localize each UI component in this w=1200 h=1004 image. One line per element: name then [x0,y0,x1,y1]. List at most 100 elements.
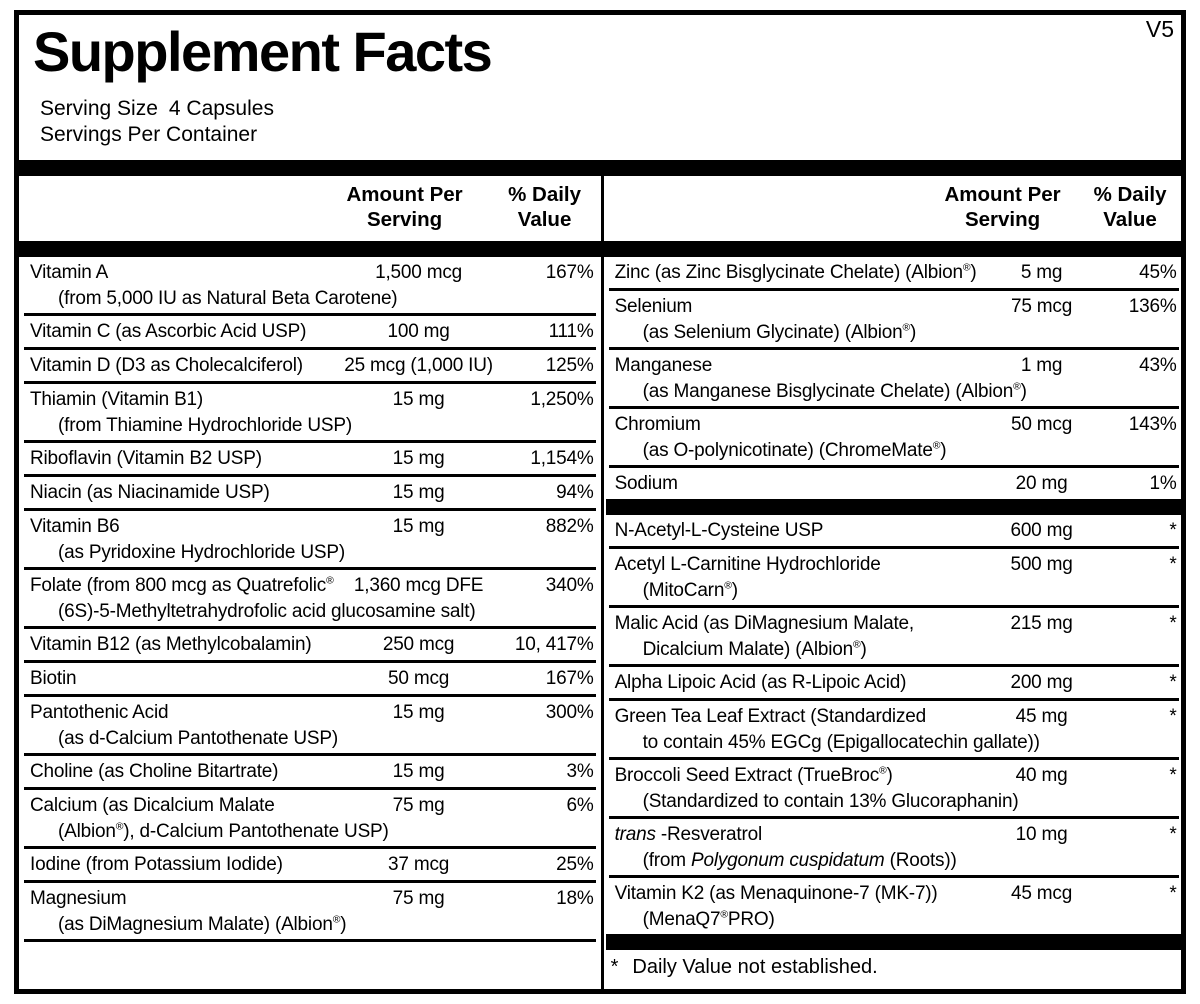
ingredient-amount: 45 mcg [1010,883,1073,905]
dv-header-line1: % Daily [1093,183,1167,207]
ingredient-detail: (as O-polynicotinate) (ChromeMate®) [642,440,947,462]
table-row-vitamin-c: Vitamin C (as Ascorbic Acid USP) 100 mg 11… [24,313,596,347]
ingredient-name: Malic Acid (as DiMagnesium Malate, [614,613,915,635]
ingredient-daily-value: * [1169,824,1177,846]
ingredient-daily-value: 340% [545,575,594,597]
ingredient-amount: 75 mcg [1010,296,1073,318]
ingredient-name: Riboflavin (Vitamin B2 USP) [30,448,262,470]
ingredient-detail: (6S)-5-Methyltetrahydrofolic acid glucos… [58,601,476,623]
ingredient-detail: (as d-Calcium Pantothenate USP) [58,728,338,750]
amount-per-serving-header: Amount Per Serving [923,182,1083,232]
ingredient-daily-value: 3% [566,761,594,783]
ingredient-name: Selenium [614,296,693,318]
ingredient-name: Magnesium [30,888,127,910]
ingredient-detail: (Albion®), d-Calcium Pantothenate USP) [58,821,389,843]
ingredient-daily-value: * [1169,765,1177,787]
table-row-chromium: Chromium 50 mcg 143% (as O-polynicotinate)… [608,406,1179,465]
ingredient-amount: 100 mg [387,321,450,343]
detail-suffix: (Roots)) [884,850,957,872]
table-row-folate: Folate (from 800 mcg as Quatrefolic® 1,36… [24,567,596,626]
ingredient-daily-value: 6% [566,795,594,817]
ingredient-detail: (MenaQ7®PRO) [642,909,775,931]
columns-container: Amount Per Serving % Daily Value Vitamin… [19,176,1184,990]
table-row-zinc: Zinc (as Zinc Bisglycinate Chelate) (Alb… [609,257,1179,288]
table-row-vitamin-b6: Vitamin B6 15 mg 882% (as Pyridoxine Hydro… [24,508,596,567]
ingredient-name: Zinc (as Zinc Bisglycinate Chelate) (Alb… [614,262,977,284]
ingredient-amount: 250 mcg [382,634,455,656]
ingredient-amount: 1,360 mcg DFE [353,575,484,597]
table-row-niacin: Niacin (as Niacinamide USP) 15 mg 94% [24,474,596,508]
ingredient-daily-value: 1% [1149,473,1177,495]
right-column-header: Amount Per Serving % Daily Value [604,176,1184,241]
label-header: V5 Supplement Facts Serving Size 4 Capsul… [19,15,1181,160]
column-header-spacer [610,182,923,232]
ingredient-amount: 5 mg [1020,262,1063,284]
ingredient-amount: 75 mg [392,888,445,910]
ingredient-name: Acetyl L-Carnitine Hydrochloride [614,554,881,576]
ingredient-name: Niacin (as Niacinamide USP) [30,482,270,504]
daily-value-header: % Daily Value [1083,182,1178,232]
ingredient-amount: 10 mg [1015,824,1068,846]
version-tag: V5 [1145,16,1174,42]
ingredient-name: Folate (from 800 mcg as Quatrefolic® [30,575,334,597]
footnote: * Daily Value not established. [604,950,1184,989]
ingredient-name: Vitamin C (as Ascorbic Acid USP) [30,321,307,343]
ingredient-detail: (as DiMagnesium Malate) (Albion®) [58,914,347,936]
ingredient-amount: 1,500 mcg [375,262,463,284]
ingredient-name: Manganese [614,355,713,377]
daily-value-header: % Daily Value [495,182,595,232]
ingredient-daily-value: * [1169,554,1177,576]
amount-per-serving-header: Amount Per Serving [315,182,495,232]
ingredient-daily-value: * [1169,706,1177,728]
ingredient-daily-value: 1,250% [530,389,594,411]
ingredient-detail: (MitoCarn®) [642,580,738,602]
ingredient-daily-value: * [1169,520,1177,542]
left-column-header: Amount Per Serving % Daily Value [19,176,601,241]
section-divider-bar-bottom [605,934,1182,951]
ingredient-name: Calcium (as Dicalcium Malate [30,795,275,817]
table-row-acetyl-l-carnitine: Acetyl L-Carnitine Hydrochloride 500 mg * … [608,546,1179,605]
ingredient-daily-value: * [1169,883,1177,905]
ingredient-daily-value: 167% [545,262,594,284]
ingredient-amount: 15 mg [392,448,445,470]
right-mineral-rows: Zinc (as Zinc Bisglycinate Chelate) (Alb… [608,257,1179,499]
ingredient-amount: 37 mcg [388,854,450,876]
right-column: Amount Per Serving % Daily Value Zinc (a… [600,176,1184,990]
ingredient-amount: 200 mg [1010,672,1073,694]
ingredient-detail: (from 5,000 IU as Natural Beta Carotene) [58,288,398,310]
ingredient-name-italic: trans [614,824,656,846]
section-divider-bar [605,499,1182,516]
ingredient-name: Vitamin D (D3 as Cholecalciferol) [30,355,303,377]
amount-header-line1: Amount Per [944,183,1061,207]
ingredient-amount: 40 mg [1015,765,1068,787]
ingredient-name: Thiamin (Vitamin B1) [30,389,204,411]
table-row-riboflavin: Riboflavin (Vitamin B2 USP) 15 mg 1,154% [24,440,596,474]
ingredient-daily-value: 18% [556,888,594,910]
left-rows: Vitamin A 1,500 mcg 167% (from 5,000 IU as… [24,257,596,943]
ingredient-daily-value: 882% [545,516,594,538]
ingredient-name-rest: -Resveratrol [655,824,762,846]
table-row-iodine: Iodine (from Potassium Iodide) 37 mcg 25% [24,846,596,880]
servings-per-container-line: Servings Per Container [40,123,258,147]
table-row-vitamin-d: Vitamin D (D3 as Cholecalciferol) 25 mcg … [24,347,596,381]
table-row-vitamin-k2: Vitamin K2 (as Menaquinone-7 (MK-7)) 45 m… [608,875,1179,934]
amount-header-line1: Amount Per [346,183,463,207]
dv-header-line2: Value [1103,208,1157,232]
ingredient-daily-value: 125% [545,355,594,377]
table-row-vitamin-b12: Vitamin B12 (as Methylcobalamin) 250 mcg 1… [24,626,596,660]
serving-size-line: Serving Size 4 Capsules [33,96,1165,122]
table-row-malic-acid: Malic Acid (as DiMagnesium Malate, 215 mg… [608,605,1179,664]
ingredient-amount: 25 mcg (1,000 IU) [344,355,493,377]
ingredient-daily-value: 94% [556,482,594,504]
ingredient-name: Green Tea Leaf Extract (Standardized [614,706,927,728]
dv-header-line1: % Daily [508,183,582,207]
ingredient-name: Sodium [614,473,678,495]
table-row-pantothenic-acid: Pantothenic Acid 15 mg 300% (as d-Calcium … [24,694,596,753]
table-row-green-tea: Green Tea Leaf Extract (Standardized 45 m… [608,698,1179,757]
ingredient-name: Broccoli Seed Extract (TrueBroc®) [614,765,893,787]
ingredient-amount: 15 mg [392,702,445,724]
thick-divider-bar-under-header [603,241,1184,258]
ingredient-detail: to contain 45% EGCg (Epigallocatechin ga… [642,732,1040,754]
table-row-trans-resveratrol: trans -Resveratrol 10 mg * (from Polygonum… [608,816,1179,875]
ingredient-daily-value: 136% [1128,296,1177,318]
